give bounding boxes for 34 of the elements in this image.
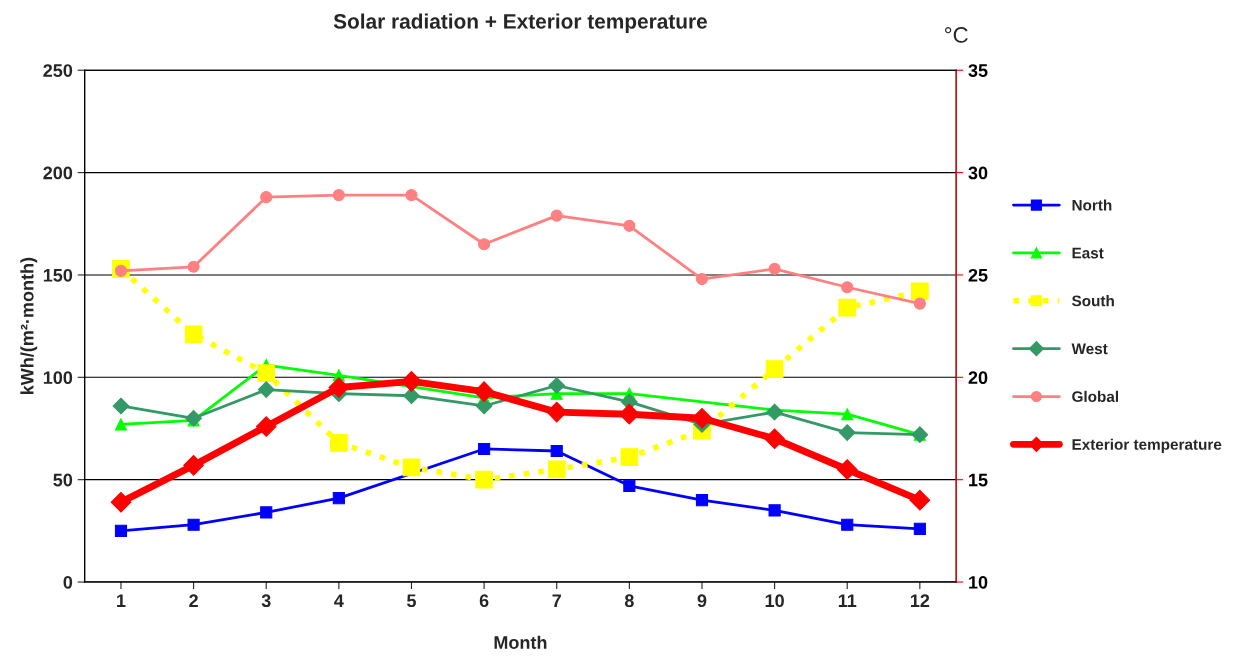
x-tick-label: 6 xyxy=(479,594,489,608)
x-axis-title: Month xyxy=(494,635,547,649)
y2-axis-title: °C xyxy=(945,27,968,43)
y-tick-label: 200 xyxy=(43,166,73,180)
x-tick-label: 2 xyxy=(189,594,198,607)
legend-label: Global xyxy=(1072,390,1118,403)
x-tick-label: 8 xyxy=(624,594,634,608)
y-tick-label: 150 xyxy=(43,268,73,282)
x-tick-label: 5 xyxy=(407,594,416,608)
x-tick-label: 9 xyxy=(697,594,707,608)
y-axis-title: kWh/(m²·month) xyxy=(20,257,38,395)
y2-tick-label: 20 xyxy=(968,371,988,385)
x-tick-label: 12 xyxy=(910,594,930,607)
x-tick-label: 4 xyxy=(334,594,344,607)
legend-label: Exterior temperature xyxy=(1072,438,1222,453)
chart-title: Solar radiation + Exterior temperature xyxy=(333,13,707,33)
x-tick-label: 1 xyxy=(117,594,126,607)
x-tick-label: 3 xyxy=(261,594,271,608)
y2-tick-label: 35 xyxy=(968,64,988,77)
legend-label: North xyxy=(1072,199,1112,211)
y-tick-label: 0 xyxy=(63,575,73,589)
y2-tick-label: 30 xyxy=(968,166,988,180)
legend-label: South xyxy=(1071,295,1114,307)
x-tick-label: 7 xyxy=(552,594,561,607)
y2-tick-label: 25 xyxy=(968,268,988,282)
y-tick-label: 250 xyxy=(43,64,73,77)
legend-label: East xyxy=(1072,247,1104,259)
x-tick-label: 10 xyxy=(765,594,784,608)
legend-label: West xyxy=(1071,343,1108,355)
y-tick-label: 50 xyxy=(53,473,73,487)
y2-tick-label: 15 xyxy=(969,473,988,487)
y2-tick-label: 10 xyxy=(969,575,988,589)
y-tick-label: 100 xyxy=(43,371,73,385)
x-tick-label: 11 xyxy=(838,594,857,607)
